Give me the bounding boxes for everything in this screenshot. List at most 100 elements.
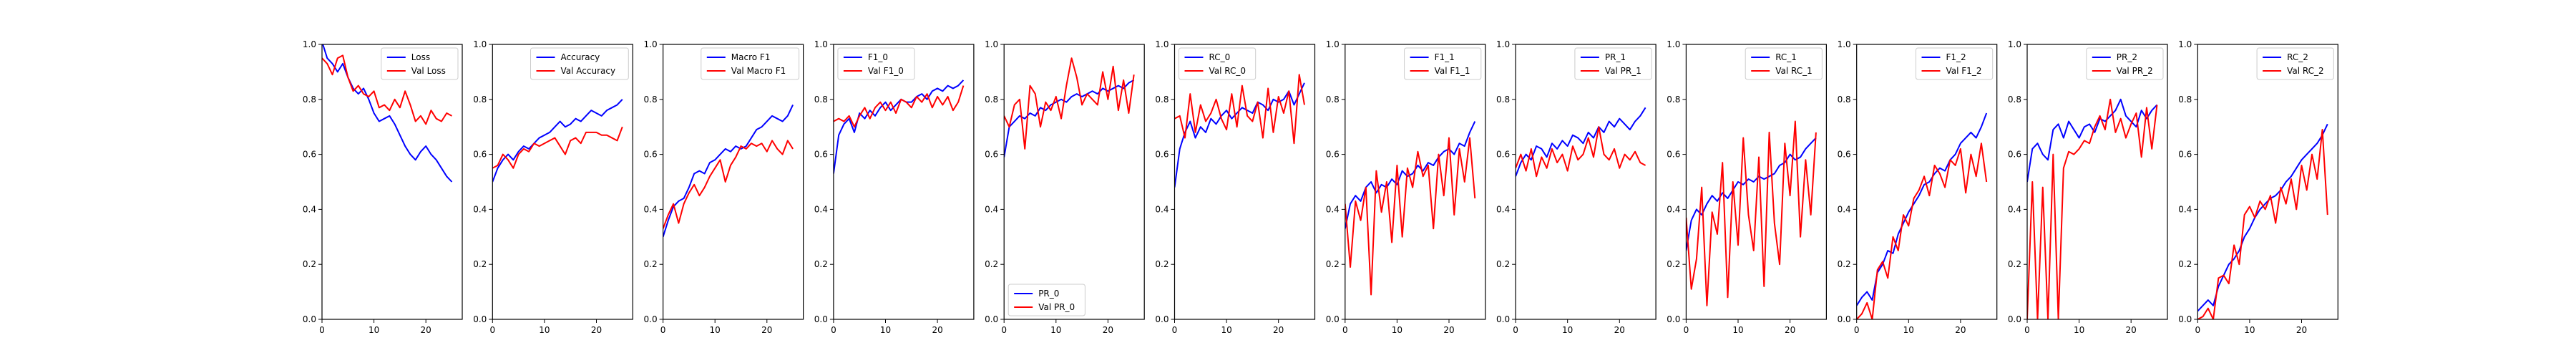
y-tick-label: 0.2 [644, 259, 658, 269]
y-tick-label: 0.8 [985, 95, 998, 105]
legend-label: Val F1_1 [1435, 66, 1470, 76]
legend-box [701, 47, 800, 80]
y-tick-label: 0.8 [814, 95, 828, 105]
y-tick-label: 1.0 [303, 39, 316, 49]
y-tick-label: 0.4 [1667, 204, 1680, 214]
y-tick-label: 0.0 [1496, 314, 1510, 324]
y-tick-label: 0.4 [2008, 204, 2021, 214]
legend-label: RC_0 [1209, 52, 1231, 62]
axes-frame [2026, 44, 2168, 320]
subplot-9: 0.0 0.2 0.4 0.6 0.8 1.0 0 10 20 RC_1 Val RC_1 [1667, 39, 1827, 335]
legend-label: Loss [411, 52, 430, 62]
y-tick-label: 0.8 [2008, 95, 2021, 105]
y-tick-label: 0.8 [1326, 95, 1340, 105]
subplot-8: 0.0 0.2 0.4 0.6 0.8 1.0 0 10 20 PR_1 Val PR_1 [1496, 39, 1657, 335]
y-tick-label: 1.0 [1496, 39, 1510, 49]
series-line-val [663, 140, 794, 229]
legend-label: Val RC_2 [2287, 66, 2324, 76]
subplot-11: 0.0 0.2 0.4 0.6 0.8 1.0 0 10 20 PR_2 Val PR_2 [2008, 39, 2168, 335]
legend-label: F1_2 [1946, 52, 1966, 62]
x-tick-label: 10 [2074, 325, 2084, 335]
y-tick-label: 0.4 [1496, 204, 1510, 214]
y-tick-label: 0.0 [2178, 314, 2192, 324]
x-tick-label: 10 [1050, 325, 1061, 335]
legend: PR_1 Val PR_1 [1574, 47, 1652, 80]
legend: RC_1 Val RC_1 [1745, 47, 1823, 80]
legend-label: Macro F1 [731, 52, 771, 62]
series-line-val [2027, 98, 2158, 319]
x-tick-label: 20 [591, 325, 602, 335]
series-line-train [663, 105, 794, 238]
x-tick-label: 0 [831, 325, 836, 335]
legend-label: RC_2 [2287, 52, 2308, 62]
legend-label: PR_1 [1605, 52, 1626, 62]
subplot-10: 0.0 0.2 0.4 0.6 0.8 1.0 0 10 20 F1_2 Val F1_2 [1838, 39, 1998, 335]
legend-label: PR_0 [1038, 289, 1059, 299]
y-tick-label: 1.0 [473, 39, 487, 49]
x-tick-label: 20 [1273, 325, 1284, 335]
x-tick-label: 0 [1684, 325, 1689, 335]
series-line-val [322, 54, 452, 125]
y-tick-label: 1.0 [2008, 39, 2021, 49]
subplot-2: 0.0 0.2 0.4 0.6 0.8 1.0 0 10 20 Accuracy Val Accur… [473, 39, 633, 335]
y-tick-label: 0.6 [1838, 150, 1851, 160]
x-tick-label: 10 [1562, 325, 1573, 335]
x-tick-label: 20 [421, 325, 431, 335]
legend: PR_2 Val PR_2 [2086, 47, 2164, 80]
y-tick-label: 1.0 [1326, 39, 1340, 49]
y-tick-label: 0.4 [1155, 204, 1169, 214]
x-tick-label: 0 [1854, 325, 1860, 335]
y-tick-label: 0.6 [303, 150, 316, 160]
y-tick-label: 0.4 [814, 204, 828, 214]
x-tick-label: 10 [2244, 325, 2255, 335]
y-tick-label: 0.2 [473, 259, 487, 269]
y-tick-label: 0.6 [1667, 150, 1680, 160]
x-tick-label: 0 [2195, 325, 2200, 335]
y-tick-label: 0.4 [473, 204, 487, 214]
series-line-train [833, 79, 965, 174]
y-tick-label: 1.0 [814, 39, 828, 49]
legend-label: PR_2 [2117, 52, 2137, 62]
x-tick-label: 20 [932, 325, 942, 335]
legend-label: Val RC_1 [1775, 66, 1813, 76]
series-line-val [1174, 74, 1305, 145]
series-line-train [492, 99, 623, 183]
y-tick-label: 0.8 [303, 95, 316, 105]
series-line-train [1004, 79, 1135, 158]
series-line-val [1856, 142, 1988, 319]
y-tick-label: 0.0 [2008, 314, 2021, 324]
y-tick-label: 0.6 [644, 150, 658, 160]
legend: F1_2 Val F1_2 [1916, 47, 1994, 80]
series-line-train [322, 44, 453, 183]
x-tick-label: 20 [2126, 325, 2137, 335]
x-tick-label: 10 [880, 325, 891, 335]
y-tick-label: 0.0 [644, 314, 658, 324]
x-tick-label: 0 [1513, 325, 1518, 335]
x-tick-label: 10 [1221, 325, 1231, 335]
legend: Macro F1 Val Macro F1 [701, 47, 800, 80]
series-line-val [492, 126, 623, 169]
series-line-val [1345, 137, 1476, 296]
y-tick-label: 0.2 [1326, 259, 1340, 269]
x-tick-label: 10 [710, 325, 721, 335]
x-tick-label: 0 [489, 325, 495, 335]
y-tick-label: 0.0 [1838, 314, 1851, 324]
y-tick-label: 0.0 [303, 314, 316, 324]
legend-label: Val Accuracy [561, 66, 616, 76]
x-tick-label: 10 [539, 325, 550, 335]
x-tick-label: 10 [369, 325, 379, 335]
x-tick-label: 20 [761, 325, 772, 335]
y-tick-label: 0.4 [303, 204, 316, 214]
axes-frame [662, 44, 804, 320]
x-tick-label: 20 [1955, 325, 1966, 335]
legend: F1_1 Val F1_1 [1404, 47, 1482, 80]
legend: RC_2 Val RC_2 [2256, 47, 2334, 80]
x-tick-label: 0 [319, 325, 325, 335]
y-tick-label: 0.8 [644, 95, 658, 105]
series-line-val [2197, 129, 2328, 319]
axes-frame [2197, 44, 2338, 320]
y-tick-label: 0.6 [1326, 150, 1340, 160]
x-tick-label: 0 [1001, 325, 1007, 335]
subplot-1: 0.0 0.2 0.4 0.6 0.8 1.0 0 10 20 Loss Val Loss [303, 39, 463, 335]
